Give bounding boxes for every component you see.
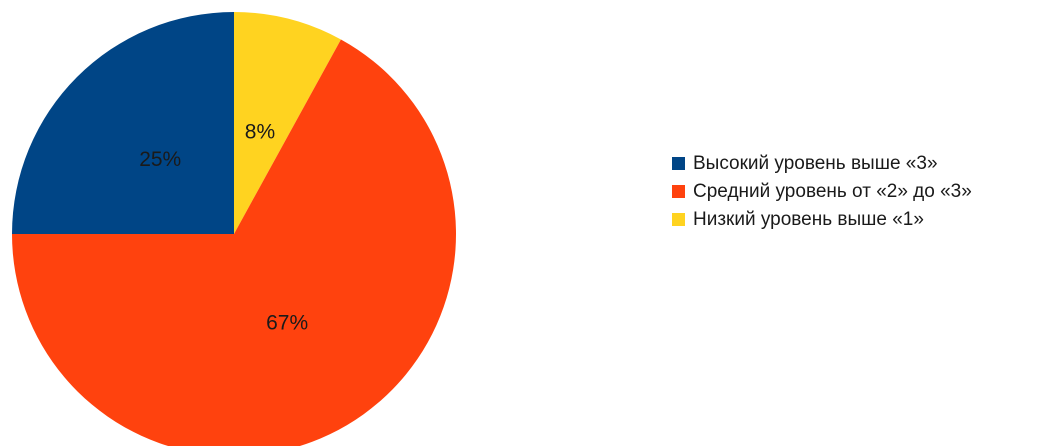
- pie-value-label-high: 25%: [139, 148, 181, 171]
- pie-slice-low: [234, 12, 341, 234]
- legend-label-high: Высокий уровень выше «3»: [693, 153, 938, 174]
- legend-item-medium: Средний уровень от «2» до «3»: [672, 180, 1032, 203]
- pie-value-label-low: 8%: [245, 120, 275, 143]
- chart-legend: Высокий уровень выше «3» Средний уровень…: [672, 152, 1032, 236]
- legend-swatch-low: [672, 213, 685, 226]
- pie-value-label-medium: 67%: [266, 311, 308, 334]
- pie-slices: [12, 12, 456, 446]
- pie-slice-high: [12, 12, 234, 234]
- pie-chart: 8% 67% 25%: [12, 12, 456, 446]
- legend-swatch-high: [672, 157, 685, 170]
- legend-item-low: Низкий уровень выше «1»: [672, 208, 1032, 231]
- legend-label-medium: Средний уровень от «2» до «3»: [693, 181, 972, 202]
- legend-swatch-medium: [672, 185, 685, 198]
- legend-item-high: Высокий уровень выше «3»: [672, 152, 1032, 175]
- legend-label-low: Низкий уровень выше «1»: [693, 209, 924, 230]
- pie-value-labels: 8% 67% 25%: [139, 120, 308, 334]
- pie-slice-medium: [12, 39, 456, 446]
